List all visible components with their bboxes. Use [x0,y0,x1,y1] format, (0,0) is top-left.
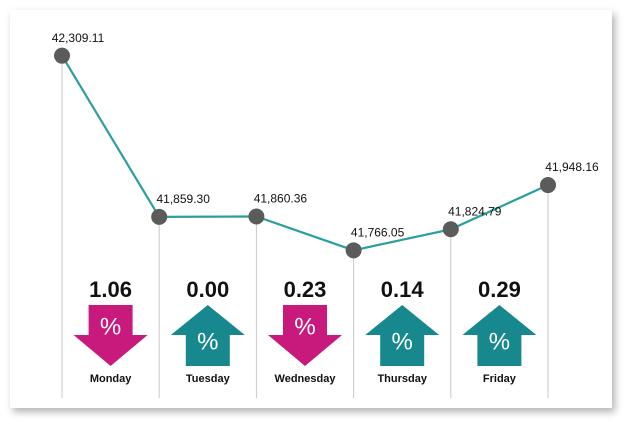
percent-symbol: % [100,313,121,340]
arrow-up [365,305,440,366]
point [54,47,70,64]
change-label: 0.29 [478,277,521,302]
percent-symbol: % [489,328,510,355]
change-label: 0.14 [381,277,425,302]
change-label: 0.23 [284,277,327,302]
point [248,208,265,225]
day-label: Wednesday [275,373,337,385]
value-label: 42,309.11 [52,31,105,45]
point [345,242,362,259]
change-label: 0.00 [186,277,229,302]
value-label: 41,824.79 [448,204,502,218]
day-label: Thursday [377,373,427,385]
percent-symbol: % [392,328,413,355]
day-label: Monday [90,373,132,385]
value-label: 41,859.30 [157,192,211,206]
arrow-up [462,305,537,366]
change-label: 1.06 [89,277,132,302]
value-label: 41,860.36 [254,192,308,206]
arrow-down [73,305,148,366]
value-label: 41,766.05 [351,225,405,239]
value-label: 41,948.16 [545,160,599,174]
point [151,208,168,225]
point [442,221,459,238]
index-line [61,55,549,252]
arrow-up [170,305,245,366]
percent-symbol: % [294,313,315,340]
arrow-down [268,305,342,366]
percent-symbol: % [197,328,218,355]
point [540,177,556,194]
day-label: Tuesday [186,373,231,385]
day-label: Friday [483,373,517,385]
